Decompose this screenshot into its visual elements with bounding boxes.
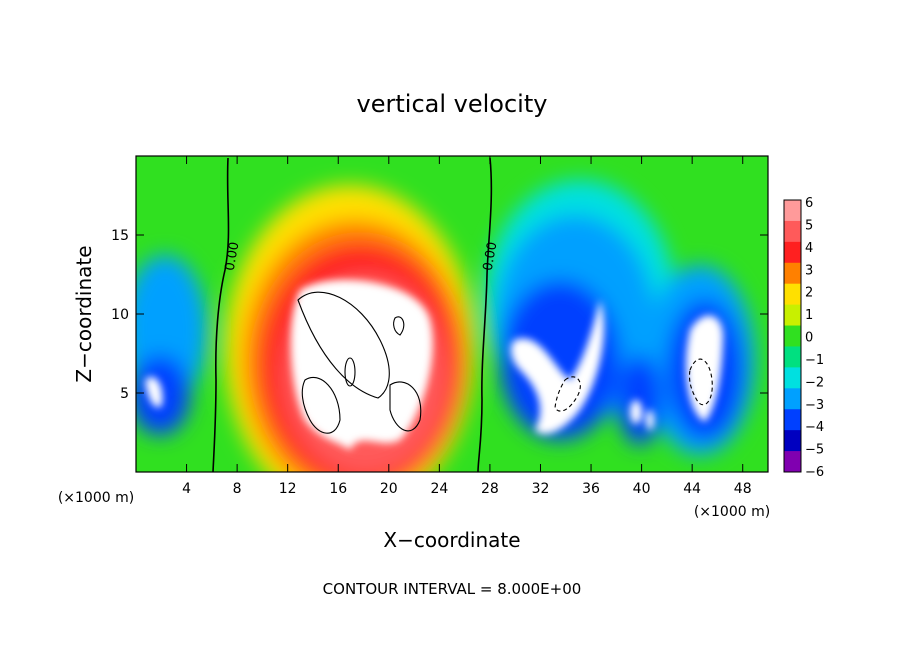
zero-contour-right <box>477 157 493 472</box>
x-tick-label: 16 <box>329 481 347 497</box>
colorbar-swatch <box>784 262 801 285</box>
heatmap-field <box>136 156 768 472</box>
colorbar-label: −5 <box>805 443 824 458</box>
zero-contour-left <box>212 157 230 472</box>
colorbar-swatch <box>784 220 801 243</box>
colorbar-swatch <box>784 304 801 327</box>
saturated-regions <box>145 280 724 450</box>
x-tick-label: 32 <box>532 481 550 497</box>
colorbar-swatch <box>784 283 801 306</box>
colorbar-label: 5 <box>805 218 813 233</box>
y-tick-label: 15 <box>111 228 129 244</box>
x-tick-label: 8 <box>233 481 242 497</box>
colorbar-swatch <box>784 409 801 431</box>
colorbar-swatch <box>784 200 801 222</box>
colorbar-swatch <box>784 241 801 264</box>
y-axis-label: Z−coordinate <box>72 245 96 382</box>
contour-label-left: 0.00 <box>223 241 243 272</box>
colorbar-swatch <box>784 325 801 347</box>
colorbar-label: 2 <box>805 286 813 301</box>
colorbar-swatch <box>784 430 801 452</box>
colorbar-swatch <box>784 388 801 410</box>
colorbar: 6 5 4 3 2 1 0 −1 −2 −3 −4 −5 −6 <box>783 196 824 480</box>
colorbar-frame <box>783 199 802 473</box>
colorbar-label: 4 <box>805 241 813 256</box>
colorbar-swatch <box>784 367 801 389</box>
interior-contours <box>297 291 422 434</box>
x-tick-label: 44 <box>683 481 701 497</box>
y-tick-label: 5 <box>120 386 129 402</box>
x-axis-label: X−coordinate <box>383 528 520 552</box>
colorbar-label: 3 <box>805 263 813 278</box>
colorbar-swatch <box>784 346 801 368</box>
colorbar-label: −6 <box>805 465 824 480</box>
colorbar-label: 6 <box>805 196 813 211</box>
x-tick-label: 4 <box>182 481 191 497</box>
x-tick-label: 20 <box>380 481 398 497</box>
colorbar-label: −1 <box>805 353 824 368</box>
negative-contours <box>554 358 713 412</box>
chart-title: vertical velocity <box>357 90 548 118</box>
colorbar-label: 1 <box>805 308 813 323</box>
x-tick-label: 48 <box>734 481 752 497</box>
x-tick-label: 24 <box>430 481 448 497</box>
y-tick-label: 10 <box>111 307 129 323</box>
colorbar-swatch <box>784 451 801 473</box>
contour-label-right: 0.00 <box>481 241 501 272</box>
x-tick-label: 12 <box>279 481 297 497</box>
x-unit-left: (×1000 m) <box>58 490 134 506</box>
colorbar-label: −4 <box>805 420 824 435</box>
colorbar-label: −2 <box>805 375 824 390</box>
colorbar-label: 0 <box>805 331 813 346</box>
x-tick-label: 36 <box>582 481 600 497</box>
x-tick-label: 28 <box>481 481 499 497</box>
x-unit-right: (×1000 m) <box>694 504 770 520</box>
contour-interval-footer: CONTOUR INTERVAL = 8.000E+00 <box>323 580 582 598</box>
x-tick-label: 40 <box>633 481 651 497</box>
colorbar-label: −3 <box>805 398 824 413</box>
